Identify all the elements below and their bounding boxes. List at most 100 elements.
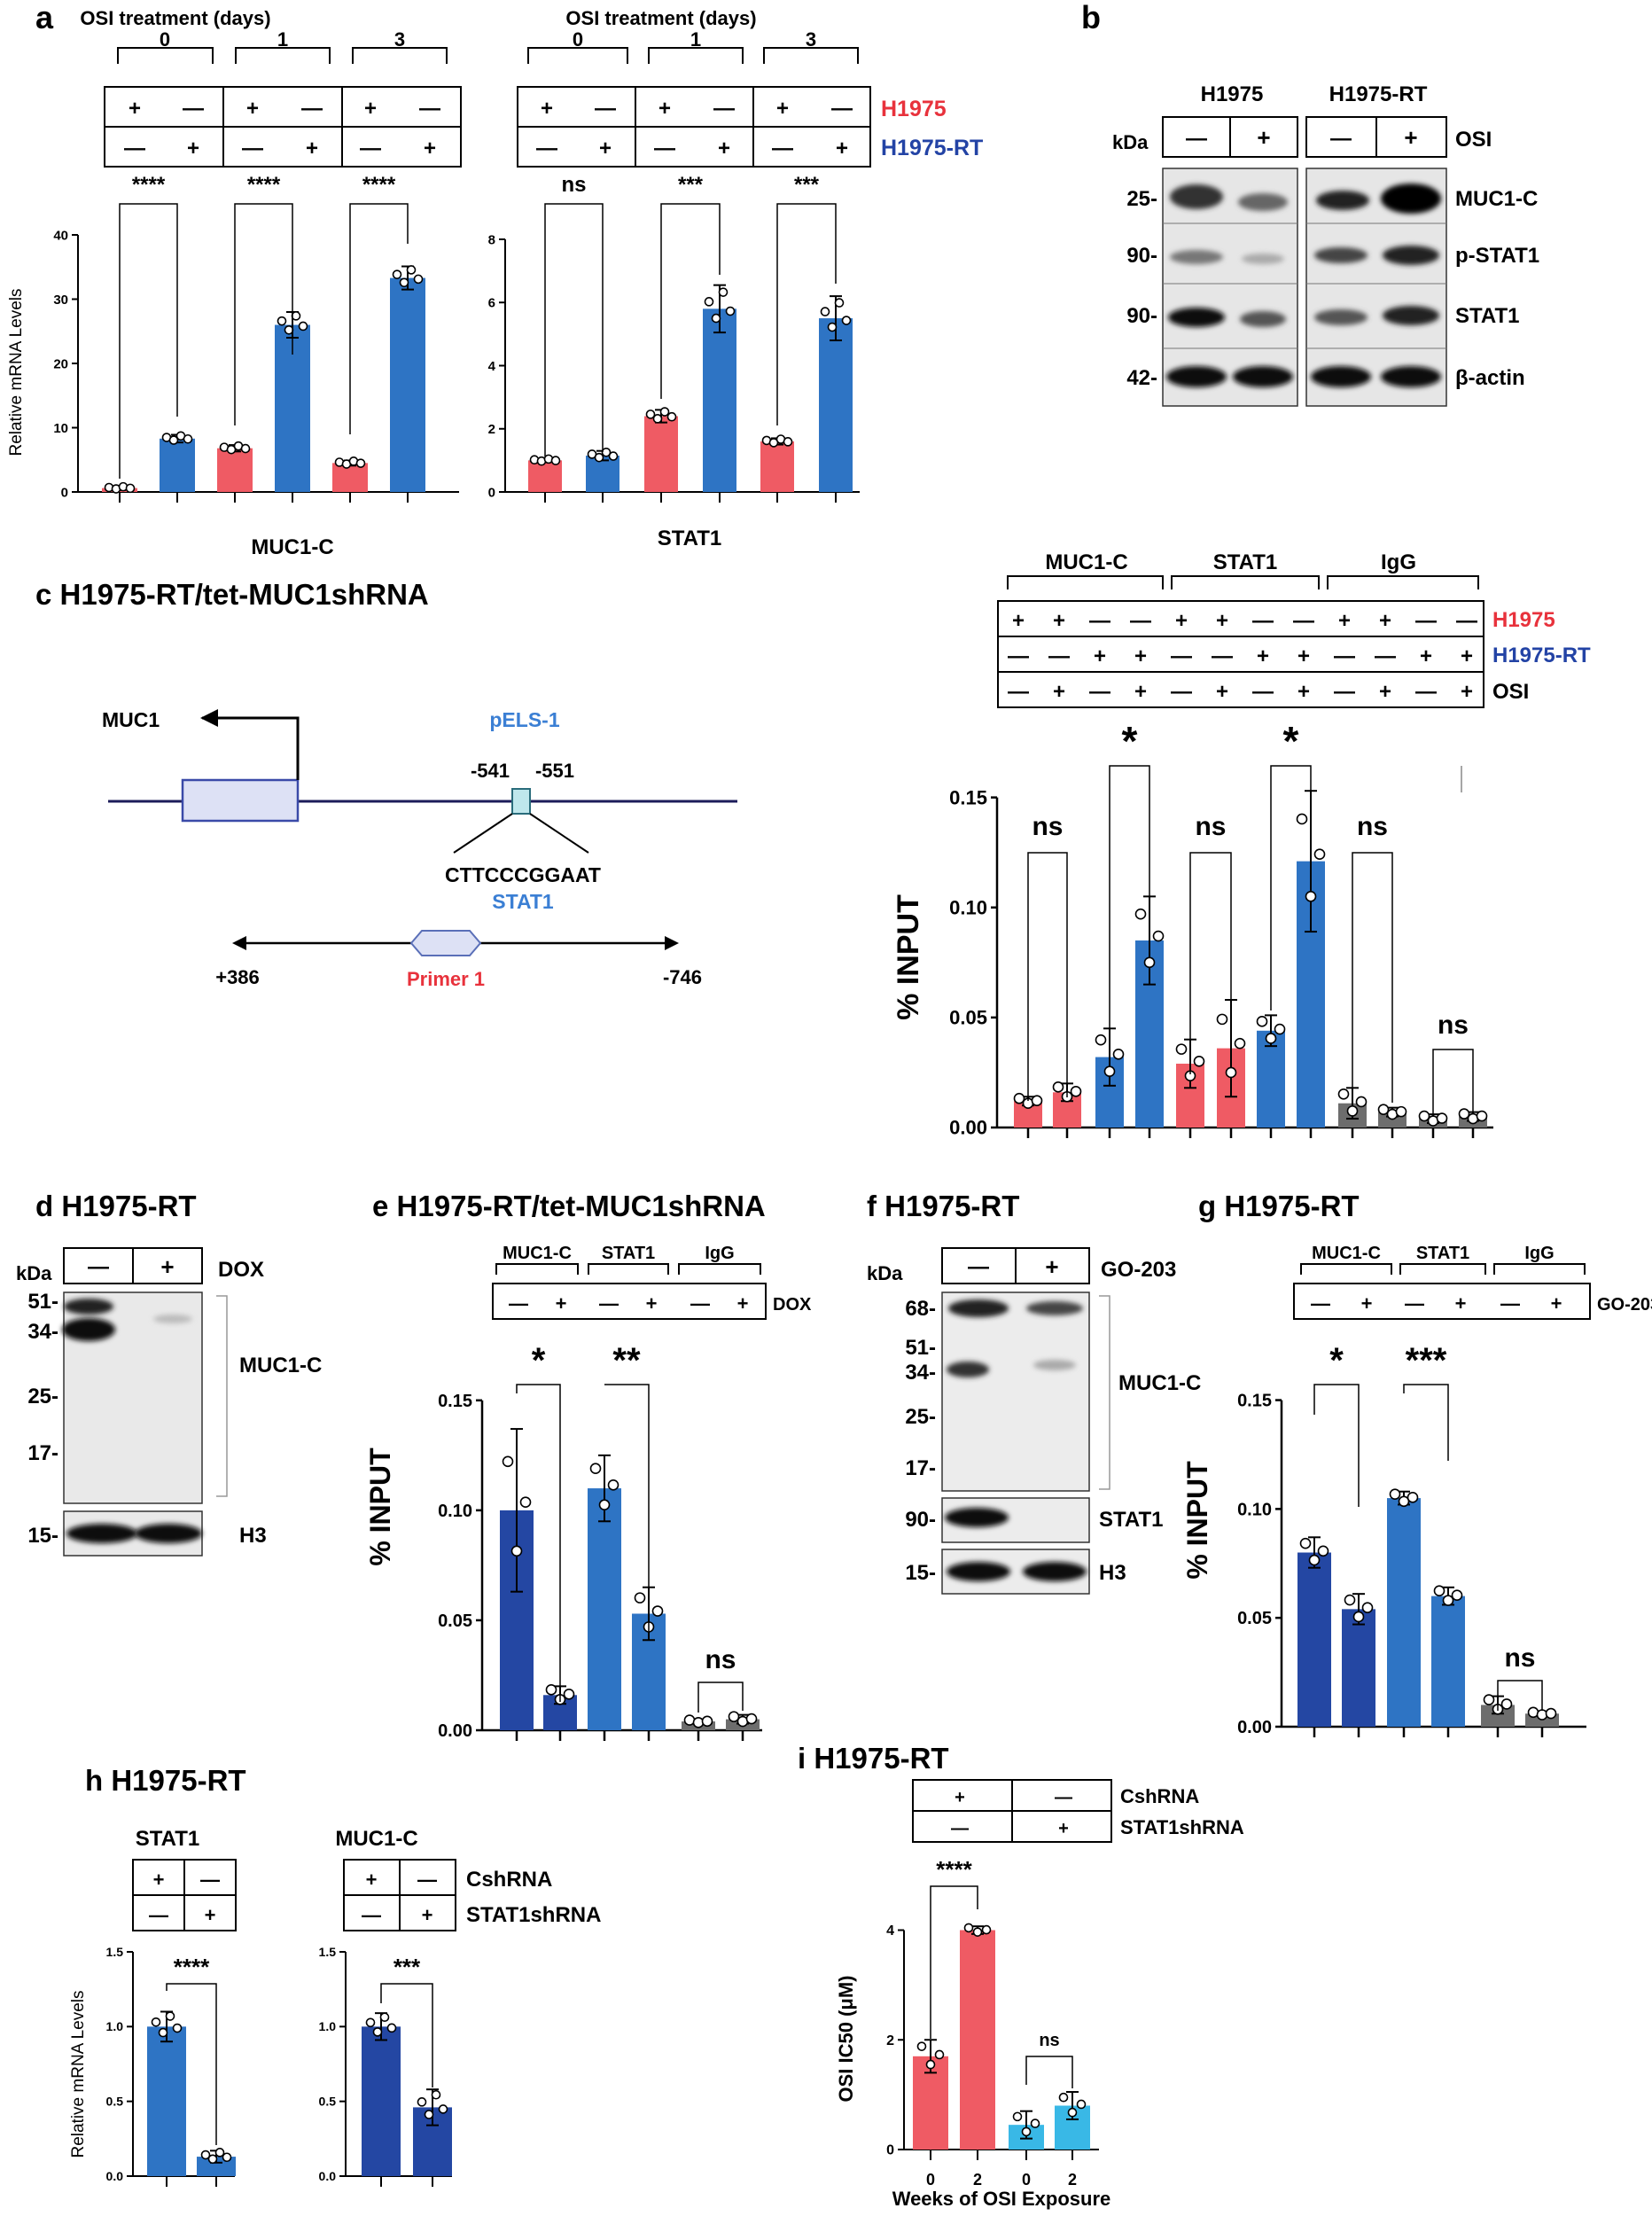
chart-a-right: 0 2 4 6 8 ns *** ***: [488, 173, 860, 503]
significance-label: ns: [1438, 1010, 1469, 1040]
sign: +: [1379, 680, 1391, 704]
panel-d-title: d H1975-RT: [35, 1190, 197, 1222]
data-point: [240, 443, 251, 454]
data-point: [1058, 2092, 1069, 2103]
data-point: [1052, 1081, 1064, 1093]
sign: +: [1094, 644, 1106, 668]
y-tick-label: 30: [53, 293, 68, 308]
panel-letter: i: [798, 1742, 806, 1775]
significance-label: ns: [1195, 812, 1226, 841]
y-axis-label: OSI IC50 (μM): [835, 1975, 857, 2102]
sign: —: [599, 1292, 619, 1315]
data-point: [1317, 1545, 1329, 1557]
treatment-label: GO-203: [1101, 1258, 1176, 1282]
data-point: [598, 1499, 611, 1510]
significance-label: ****: [362, 173, 396, 197]
sign: +: [129, 97, 141, 121]
sign: —: [200, 1869, 220, 1891]
sign-grid: — + — + — +: [509, 1292, 748, 1315]
panel-title: H1975-RT/tet-MUC1shRNA: [60, 578, 429, 611]
kda-marker: 17-: [905, 1456, 936, 1480]
y-tick-label: 8: [488, 232, 495, 247]
y-tick-label: 4: [886, 1923, 894, 1939]
data-point: [1361, 1602, 1374, 1613]
y-tick-label: 0.15: [1237, 1392, 1272, 1411]
sign: +: [1379, 609, 1391, 633]
group-label: STAT1: [602, 1244, 655, 1263]
significance-bracket: [544, 203, 604, 456]
panel-title: H1975-RT: [1224, 1190, 1359, 1222]
x-tick-label: 0: [926, 2171, 935, 2189]
group-label: IgG: [1381, 550, 1416, 574]
sign: —: [417, 1869, 437, 1891]
data-point: [226, 444, 237, 455]
sign: —: [1055, 1788, 1072, 1807]
y-tick-label: 0.10: [949, 896, 987, 918]
x-axis-label: Weeks of OSI Exposure: [892, 2188, 1111, 2210]
treatment-label: OSI treatment (days): [565, 7, 756, 29]
significance-label: *: [1122, 718, 1138, 764]
sign: —: [1405, 1292, 1424, 1315]
y-tick-label: 0: [488, 485, 495, 500]
panel-i-header: + — — + CshRNA STAT1shRNA: [912, 1779, 1244, 1843]
bar: [1431, 1596, 1465, 1727]
sign: +: [306, 137, 318, 160]
sign: +: [658, 97, 671, 121]
sign: +: [737, 1292, 749, 1315]
sign: +: [1297, 644, 1310, 668]
data-point: [725, 306, 736, 316]
data-point: [1337, 1088, 1350, 1100]
significance-bracket: [604, 1384, 650, 1631]
panel-f-title: f H1975-RT: [867, 1190, 1019, 1222]
group-label: MUC1-C: [1045, 550, 1127, 574]
sign: —: [951, 1819, 969, 1838]
blot-image: [1162, 168, 1447, 407]
data-point: [1433, 1585, 1446, 1597]
panel-letter: e: [372, 1190, 388, 1222]
significance-bracket: [1109, 765, 1150, 1039]
sign: —: [183, 97, 204, 121]
data-point: [834, 298, 845, 308]
data-point: [1030, 2118, 1040, 2128]
data-point: [168, 435, 179, 445]
data-point: [392, 269, 402, 279]
data-point: [916, 2041, 927, 2051]
sign: +: [1404, 124, 1417, 151]
sign: —: [1130, 609, 1151, 633]
significance-bracket: [1025, 2056, 1073, 2088]
row-label: STAT1shRNA: [466, 1903, 601, 1927]
sign: —: [536, 137, 557, 160]
data-point: [1500, 1698, 1513, 1710]
data-point: [1418, 1110, 1430, 1122]
significance-bracket: [660, 203, 721, 399]
treatment-label: OSI: [1455, 128, 1492, 152]
chart-h-left: 0.0 0.5 1.0 1.5 ****: [106, 1945, 236, 2187]
sequence-label: CTTCCCGGAAT: [445, 863, 601, 886]
treatment-label: DOX: [218, 1258, 264, 1282]
y-tick-label: 0.05: [1237, 1609, 1272, 1628]
significance-bracket: [776, 203, 837, 425]
y-tick-label: 1.0: [106, 2019, 124, 2033]
x-tick-label: 0: [1022, 2171, 1031, 2189]
y-axis-label: Relative mRNA Levels: [7, 288, 26, 456]
panel-title: H1975-RT: [111, 1764, 245, 1797]
significance-label: ***: [678, 173, 704, 197]
significance-bracket: [166, 1983, 217, 2145]
significance-label: ****: [936, 1856, 972, 1883]
kda-marker: 90-: [1126, 244, 1157, 268]
sign: —: [1456, 609, 1477, 633]
data-point: [1067, 2107, 1078, 2118]
data-point: [1296, 813, 1308, 825]
sign: —: [1415, 680, 1437, 704]
day-label: 3: [806, 28, 816, 51]
data-point: [519, 1496, 532, 1508]
data-point: [1256, 1016, 1268, 1027]
data-point: [1021, 2126, 1032, 2137]
y-tick-label: 0.5: [319, 2095, 337, 2109]
data-point: [608, 451, 619, 461]
data-point: [1070, 1085, 1082, 1097]
data-point: [417, 2097, 427, 2107]
data-point: [200, 2150, 211, 2160]
protein-label: MUC1-C: [239, 1354, 322, 1377]
significance-bracket: [930, 1885, 978, 2039]
